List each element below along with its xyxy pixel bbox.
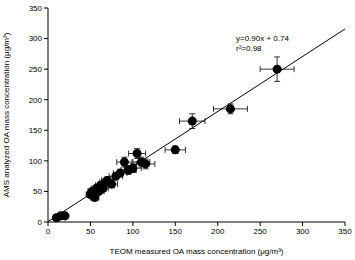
svg-text:300: 300 xyxy=(296,227,310,236)
svg-text:100: 100 xyxy=(126,227,140,236)
svg-text:150: 150 xyxy=(29,126,43,135)
svg-text:TEOM measured OA mass concentr: TEOM measured OA mass concentration (μg/… xyxy=(110,247,284,256)
svg-text:AMS analyzed OA mass concentra: AMS analyzed OA mass concentration (μg/m… xyxy=(8,32,11,197)
svg-text:50: 50 xyxy=(86,227,95,236)
html-text:r²=0.98: r²=0.98 xyxy=(236,44,262,53)
svg-text:350: 350 xyxy=(29,4,43,13)
svg-text:200: 200 xyxy=(29,96,43,105)
html-text:y=0.90x + 0.74: y=0.90x + 0.74 xyxy=(236,34,289,43)
svg-text:100: 100 xyxy=(29,157,43,166)
svg-text:150: 150 xyxy=(169,227,183,236)
svg-text:200: 200 xyxy=(211,227,225,236)
svg-text:0: 0 xyxy=(46,227,51,236)
svg-text:350: 350 xyxy=(338,227,347,236)
svg-text:50: 50 xyxy=(33,187,42,196)
svg-text:0: 0 xyxy=(38,218,43,227)
svg-text:300: 300 xyxy=(29,34,43,43)
svg-text:250: 250 xyxy=(253,227,267,236)
svg-text:250: 250 xyxy=(29,65,43,74)
